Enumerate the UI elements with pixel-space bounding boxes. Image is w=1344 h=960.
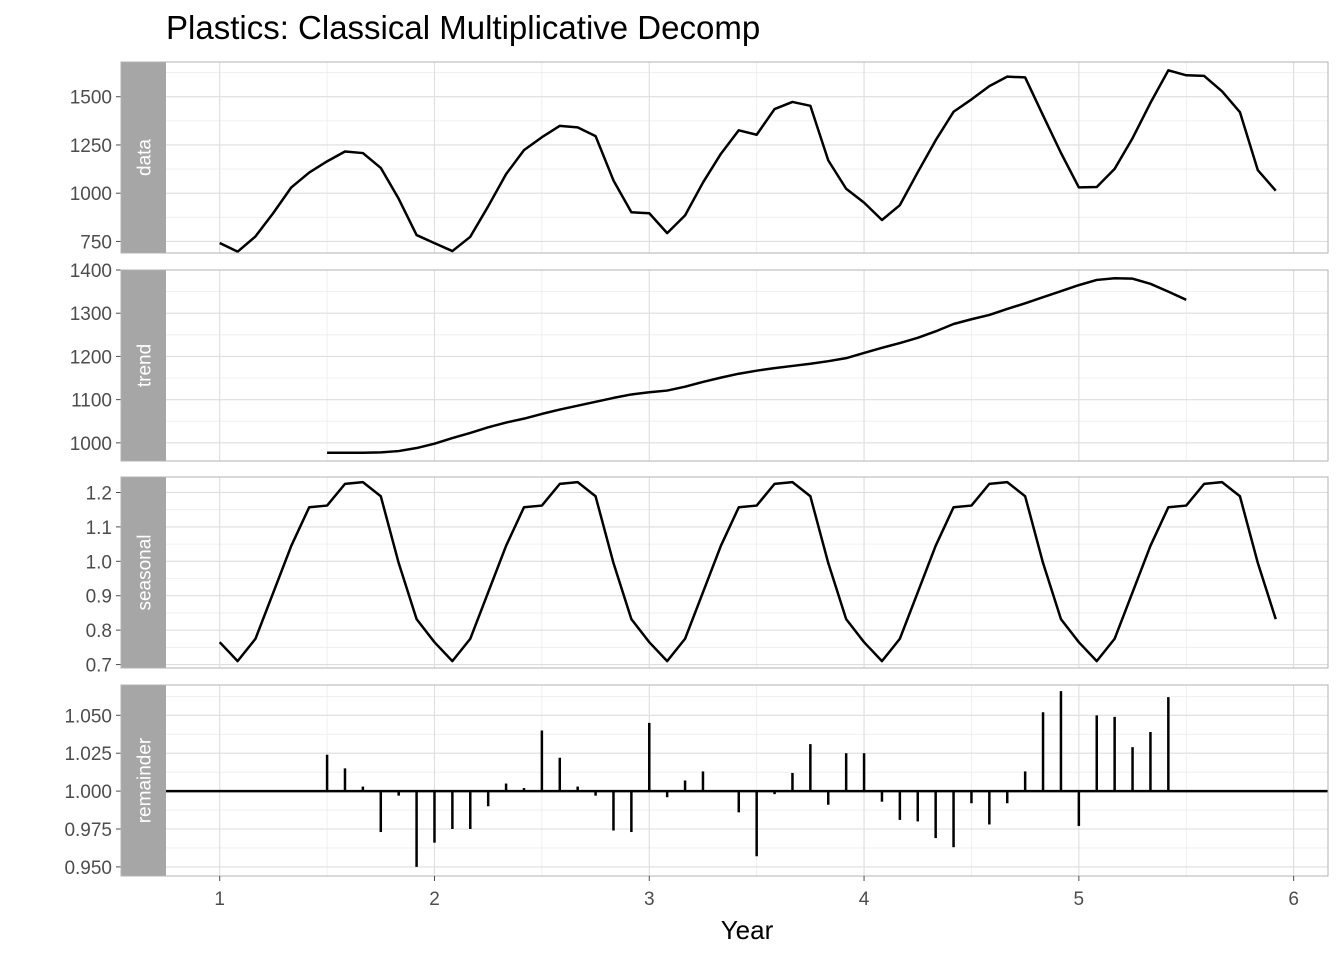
strip-label-data: data — [135, 139, 156, 176]
y-tick-label: 1250 — [70, 136, 112, 157]
y-tick-label: 1000 — [70, 184, 112, 205]
panel-remainder: 0.950 0.975 1.000 1.025 1.050 remainder — [64, 684, 1329, 879]
x-axis: 1 2 3 4 5 6 — [214, 876, 1299, 910]
y-tick-label: 750 — [80, 232, 112, 253]
strip-remainder — [121, 685, 166, 876]
facet-panels: 750 1000 1250 1500 data 1000 1100 1200 1300 1400 t… — [64, 61, 1329, 879]
y-tick-label: 0.7 — [86, 656, 112, 677]
x-tick-label: 5 — [1074, 889, 1085, 910]
strip-seasonal — [121, 477, 166, 668]
y-tick-label: 1500 — [70, 88, 112, 109]
panel-border — [120, 269, 1329, 462]
series-line-data — [219, 69, 1277, 253]
panel-border — [120, 476, 1329, 669]
y-tick-label: 0.950 — [64, 858, 112, 879]
y-tick-label: 1.050 — [64, 706, 112, 727]
y-tick-label: 0.9 — [86, 587, 112, 608]
strip-label-seasonal: seasonal — [135, 534, 156, 610]
x-tick-label: 6 — [1288, 889, 1299, 910]
x-tick-label: 3 — [644, 889, 655, 910]
strip-label-remainder: remainder — [135, 737, 156, 823]
panel-border — [120, 684, 1329, 877]
x-tick-label: 1 — [214, 889, 225, 910]
y-tick-label: 1200 — [70, 347, 112, 368]
y-tick-label: 1.000 — [64, 782, 112, 803]
strip-label-trend: trend — [135, 344, 156, 387]
x-axis-label: Year — [721, 915, 774, 945]
panel-trend: 1000 1100 1200 1300 1400 trend — [70, 261, 1329, 462]
y-tick-label: 1400 — [70, 261, 112, 282]
y-tick-label: 1.2 — [86, 483, 112, 504]
y-tick-label: 1000 — [70, 434, 112, 455]
y-tick-label: 1.0 — [86, 552, 112, 573]
y-tick-label: 0.8 — [86, 621, 112, 642]
x-tick-label: 2 — [429, 889, 440, 910]
panel-border — [120, 61, 1329, 254]
x-tick-label: 4 — [859, 889, 870, 910]
series-line-trend — [327, 276, 1187, 455]
panel-seasonal: 0.7 0.8 0.9 1.0 1.1 1.2 seasonal — [86, 476, 1329, 677]
y-tick-label: 1.025 — [64, 744, 112, 765]
panel-data: 750 1000 1250 1500 data — [70, 61, 1329, 254]
y-tick-label: 1300 — [70, 304, 112, 325]
y-tick-label: 1.1 — [86, 518, 112, 539]
series-line-seasonal — [218, 480, 1277, 663]
strip-data — [121, 62, 166, 253]
y-tick-label: 1100 — [71, 391, 112, 412]
strip-trend — [121, 270, 166, 461]
y-tick-label: 0.975 — [64, 820, 112, 841]
chart-title: Plastics: Classical Multiplicative Decom… — [166, 9, 760, 46]
